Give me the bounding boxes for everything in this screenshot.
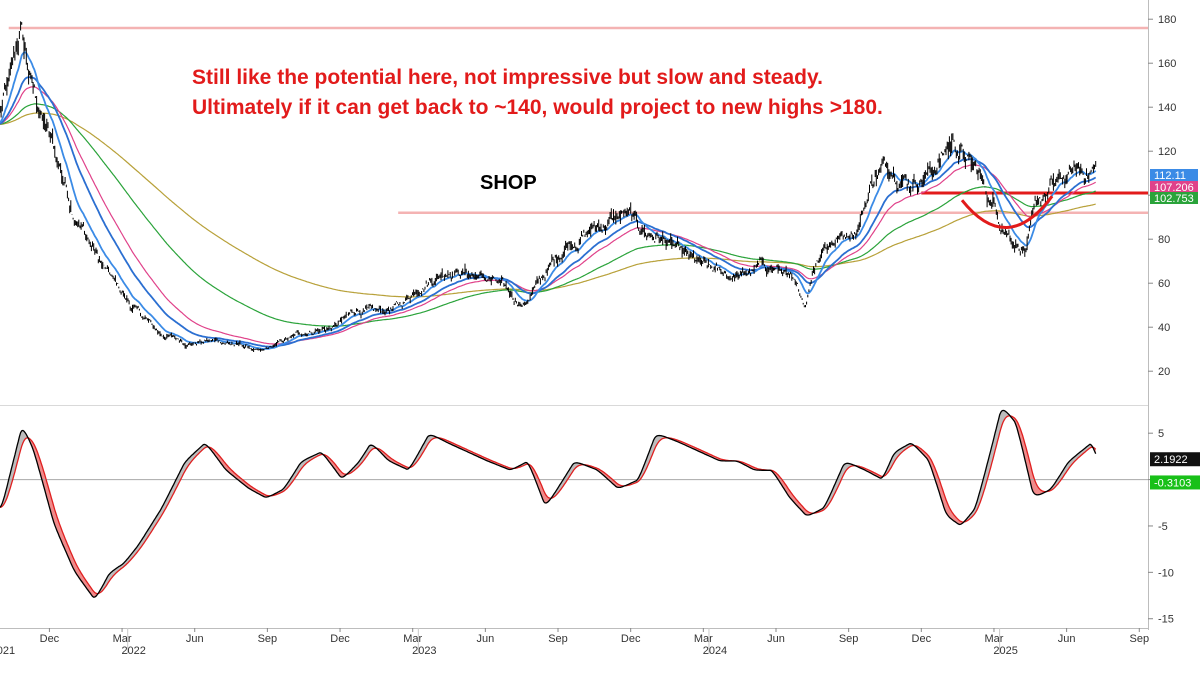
time-axis-label: Dec xyxy=(621,633,641,645)
osc-value-label: -0.3103 xyxy=(1154,477,1191,489)
osc-fill-negative xyxy=(27,415,1096,598)
year-label: 2023 xyxy=(412,645,436,657)
year-label: 2025 xyxy=(993,645,1017,657)
osc-main-line xyxy=(0,409,1097,598)
price-axis-label: 180 xyxy=(1158,14,1176,26)
time-axis-label: Jun xyxy=(476,633,494,645)
annotation-line-1: Still like the potential here, not impre… xyxy=(192,66,823,89)
time-axis-label: Dec xyxy=(330,633,350,645)
time-axis-label: Mar xyxy=(113,633,132,645)
price-pane xyxy=(0,21,1148,352)
osc-fill-positive xyxy=(0,410,1093,595)
price-value-badge xyxy=(1150,169,1198,181)
oscillator-pane xyxy=(0,409,1148,598)
price-axis-label: 40 xyxy=(1158,322,1170,334)
ma-line-ma-100 xyxy=(0,103,1096,327)
time-axis-label: Jun xyxy=(1058,633,1076,645)
osc-axis-label: -15 xyxy=(1158,614,1174,626)
osc-axis-label: 5 xyxy=(1158,428,1164,440)
price-value-badge xyxy=(1150,192,1198,204)
time-axis-label: Sep xyxy=(1129,633,1149,645)
year-label: 2022 xyxy=(121,645,145,657)
osc-value-badge xyxy=(1150,475,1200,490)
price-value-label: 102.753 xyxy=(1154,193,1194,205)
time-axis-label: Mar xyxy=(694,633,713,645)
time-axis-label: Mar xyxy=(984,633,1003,645)
price-value-badge xyxy=(1150,181,1198,193)
time-axis-label: Sep xyxy=(548,633,568,645)
osc-value-label: 2.1922 xyxy=(1154,454,1188,466)
price-axis-label: 160 xyxy=(1158,58,1176,70)
time-axis-label: Dec xyxy=(40,633,60,645)
osc-value-badge xyxy=(1150,452,1200,467)
year-label: 2021 xyxy=(0,645,15,657)
cup-arc xyxy=(960,195,1054,229)
time-axis-label: Mar xyxy=(403,633,422,645)
ma-line-ma-50 xyxy=(0,86,1096,345)
ticker-label: SHOP xyxy=(480,172,537,194)
ma-line-ema-fast xyxy=(0,51,1097,350)
price-axis-label: 120 xyxy=(1158,146,1176,158)
price-axis-label: 60 xyxy=(1158,278,1170,290)
time-axis-label: Dec xyxy=(912,633,932,645)
price-bars xyxy=(0,21,1097,352)
annotation-line-2: Ultimately if it can get back to ~140, w… xyxy=(192,96,883,119)
time-axis-label: Sep xyxy=(839,633,859,645)
time-axis-label: Jun xyxy=(186,633,204,645)
price-axis-label: 20 xyxy=(1158,366,1170,378)
osc-axis-label: -5 xyxy=(1158,521,1168,533)
time-axis-label: Sep xyxy=(258,633,278,645)
price-axis-label: 80 xyxy=(1158,234,1170,246)
price-value-label: 107.206 xyxy=(1154,182,1194,194)
osc-axis-label: -10 xyxy=(1158,567,1174,579)
price-axis-label: 140 xyxy=(1158,102,1176,114)
year-label: 2024 xyxy=(703,645,727,657)
time-axis-label: Jun xyxy=(767,633,785,645)
ma-line-ma-200 xyxy=(0,112,1096,298)
price-value-label: 112.11 xyxy=(1154,170,1186,182)
